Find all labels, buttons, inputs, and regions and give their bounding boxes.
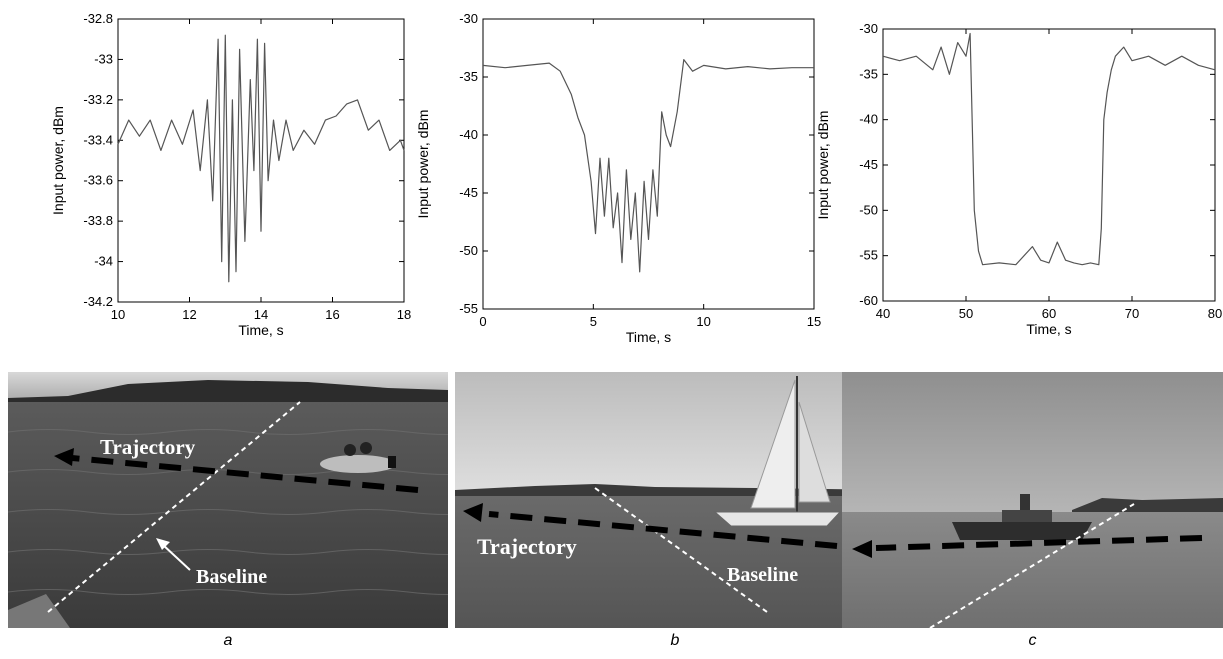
- y-axis-label: Input power, dBm: [50, 106, 66, 215]
- charts-area: 10 12 14 16 18 -32.8 -33 -33.2 -33.4 -33.6 -33.8 -3…: [50, 11, 1222, 345]
- shoreline: [8, 380, 448, 404]
- x-tick-label: 60: [1042, 306, 1056, 321]
- y-tick-label: -55: [459, 301, 478, 316]
- y-tick-label: -55: [859, 248, 878, 263]
- trajectory-arrowhead: [852, 540, 872, 558]
- photo-b: Trajectory Baseline: [455, 372, 895, 628]
- sky: [455, 372, 895, 492]
- y-tick-label: -45: [459, 185, 478, 200]
- x-tick-label: 16: [325, 307, 339, 322]
- y-tick-label: -50: [859, 202, 878, 217]
- x-axis-label: Time, s: [626, 329, 671, 345]
- y-tick-label: -35: [859, 66, 878, 81]
- plot-frame: [482, 18, 815, 310]
- y-axis-label: Input power, dBm: [415, 110, 431, 219]
- y-tick-label: -33.2: [83, 92, 113, 107]
- baseline-label: Baseline: [196, 566, 267, 588]
- y-tick-label: -40: [859, 112, 878, 127]
- ship: [952, 494, 1092, 540]
- y-tick-label: -33.8: [83, 213, 113, 228]
- y-axis-label: Input power, dBm: [815, 111, 831, 220]
- baseline-arrow: [161, 543, 191, 571]
- sailboat: [713, 376, 842, 527]
- x-axis-label: Time, s: [1026, 321, 1071, 337]
- sky: [842, 372, 1223, 512]
- series-line-1: [117, 34, 405, 283]
- x-tick-label: 5: [590, 314, 597, 329]
- x-tick-label: 80: [1208, 306, 1222, 321]
- x-tick-label: 0: [479, 314, 486, 329]
- caption-b: b: [670, 632, 680, 649]
- photo-c: [842, 372, 1223, 628]
- plot-frame: [117, 18, 405, 303]
- x-tick-label: 10: [696, 314, 710, 329]
- x-tick-label: 40: [876, 306, 890, 321]
- trajectory-line: [488, 511, 838, 549]
- y-tick-label: -30: [859, 21, 878, 36]
- y-tick-label: -34.2: [83, 294, 113, 309]
- baseline-label: Baseline: [727, 564, 798, 586]
- y-tick-label: -40: [459, 127, 478, 142]
- water: [8, 402, 448, 628]
- x-axis-label: Time, s: [238, 322, 283, 338]
- trajectory-label: Trajectory: [100, 435, 196, 459]
- caption-c: c: [1028, 632, 1037, 649]
- photo-a: Trajectory Baseline: [8, 372, 448, 628]
- x-tick-label: 70: [1125, 306, 1139, 321]
- x-tick-label: 14: [254, 307, 268, 322]
- shoreline: [1072, 498, 1223, 514]
- baseline-line: [47, 401, 301, 613]
- x-tick-label: 15: [807, 314, 821, 329]
- x-tick-label: 12: [182, 307, 196, 322]
- baseline-line: [929, 503, 1135, 628]
- chart-2: 0 5 10 15 -30 -35 -40 -45 -50 -55 Time, s Input pow…: [415, 11, 821, 345]
- y-tick-label: -60: [859, 293, 878, 308]
- antenna: [8, 594, 70, 628]
- trajectory-line: [875, 535, 1203, 551]
- y-tick-label: -34: [94, 254, 113, 269]
- trajectory-arrowhead: [463, 503, 483, 522]
- y-tick-label: -30: [459, 11, 478, 26]
- y-tick-label: -35: [459, 69, 478, 84]
- x-tick-label: 10: [111, 307, 125, 322]
- x-tick-label: 50: [959, 306, 973, 321]
- chart-3: 40 50 60 70 80 -30 -35 -40 -45 -50 -55 -60 Time, s In…: [815, 21, 1222, 337]
- baseline-arrowhead: [156, 538, 170, 550]
- trajectory-arrowhead: [54, 448, 74, 466]
- y-tick-label: -33.6: [83, 173, 113, 188]
- trajectory-line: [71, 455, 419, 493]
- y-tick-label: -33: [94, 51, 113, 66]
- series-line-1: [482, 58, 814, 273]
- dinghy: [320, 442, 396, 473]
- y-tick-label: -50: [459, 243, 478, 258]
- x-tick-label: 18: [397, 307, 411, 322]
- y-tick-label: -33.4: [83, 132, 113, 147]
- chart-1: 10 12 14 16 18 -32.8 -33 -33.2 -33.4 -33.6 -33.8 -3…: [50, 11, 411, 338]
- trajectory-label: Trajectory: [477, 534, 577, 559]
- series-line-1: [882, 32, 1216, 266]
- y-tick-label: -32.8: [83, 11, 113, 26]
- caption-a: a: [223, 632, 233, 649]
- y-tick-label: -45: [859, 157, 878, 172]
